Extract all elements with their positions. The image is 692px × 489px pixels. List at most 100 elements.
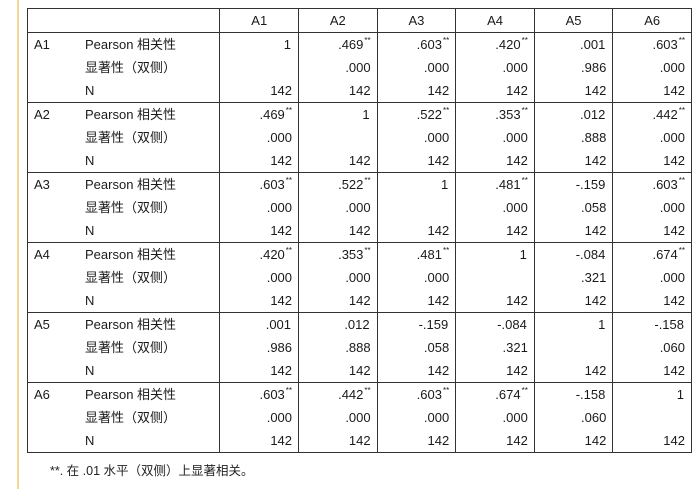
cell-value: 142 xyxy=(427,83,450,98)
significance-marker: ** xyxy=(678,176,685,185)
significance-marker: ** xyxy=(521,106,528,115)
cell-value: .000 xyxy=(502,60,528,75)
cell-value: 142 xyxy=(663,153,685,168)
statistic-label: Pearson 相关性 xyxy=(79,32,220,56)
cell-value: .603 xyxy=(652,177,678,192)
table-cell: 1 xyxy=(612,382,692,406)
cell-value: .481 xyxy=(416,247,442,262)
table-cell: .000 xyxy=(612,266,692,289)
cell-value: .000 xyxy=(345,270,371,285)
table-cell: .000 xyxy=(612,56,692,79)
cell-value: 142 xyxy=(348,433,371,448)
table-cell: .353** xyxy=(455,102,535,126)
table-cell: .353** xyxy=(298,242,378,266)
cell-value: 142 xyxy=(348,83,371,98)
significance-marker: ** xyxy=(678,246,685,255)
cell-value: 142 xyxy=(427,293,450,308)
significance-marker: ** xyxy=(442,246,450,255)
significance-row: 显著性（双侧） .000 .000 .000 .888 .000 xyxy=(28,126,692,149)
table-cell: .000 xyxy=(612,126,692,149)
significance-marker: ** xyxy=(521,176,528,185)
significance-row: 显著性（双侧） .986 .888 .058 .321 .060 xyxy=(28,336,692,359)
cell-value: .000 xyxy=(502,410,528,425)
table-cell: 142 xyxy=(455,429,535,453)
cell-value: .000 xyxy=(502,130,528,145)
table-cell: .888 xyxy=(533,126,613,149)
table-cell: 142 xyxy=(533,289,613,313)
significance-marker: ** xyxy=(364,246,371,255)
cell-value: -.159 xyxy=(575,177,606,192)
cell-value: .000 xyxy=(345,60,371,75)
statistic-label: 显著性（双侧） xyxy=(85,60,177,75)
cell-value: 142 xyxy=(270,153,293,168)
cell-value: 142 xyxy=(270,363,293,378)
cell-value: 142 xyxy=(584,153,607,168)
table-cell: .000 xyxy=(376,406,456,429)
table-cell: .000 xyxy=(455,406,535,429)
n-row: N 142 142 142 142 142 142 xyxy=(28,219,692,243)
table-cell: 142 xyxy=(219,359,299,383)
table-cell: .442** xyxy=(298,382,378,406)
row-variable-label xyxy=(28,56,80,79)
table-cell: .060 xyxy=(612,336,692,359)
row-variable-label xyxy=(28,196,80,219)
statistic-label: N xyxy=(85,83,95,98)
column-header-a2: A2 xyxy=(298,8,378,33)
cell-value: 142 xyxy=(348,153,371,168)
n-row: N 142 142 142 142 142 142 xyxy=(28,359,692,383)
cell-value: 1 xyxy=(598,317,606,332)
cell-value: 142 xyxy=(348,223,371,238)
row-variable-label xyxy=(28,79,80,103)
table-cell: .000 xyxy=(298,56,378,79)
table-cell: .000 xyxy=(219,406,299,429)
n-row: N 142 142 142 142 142 142 xyxy=(28,429,692,453)
cell-value: .603 xyxy=(416,37,442,52)
column-header-a4: A4 xyxy=(455,8,535,33)
table-cell: .000 xyxy=(376,56,456,79)
cell-value: -.159 xyxy=(418,317,449,332)
cell-value: .000 xyxy=(423,130,450,145)
cell-value: 142 xyxy=(270,433,293,448)
table-cell: 142 xyxy=(612,359,692,383)
significance-marker: ** xyxy=(442,36,450,45)
statistic-label: Pearson 相关性 xyxy=(79,382,220,406)
table-cell: .481** xyxy=(376,242,456,266)
table-cell: .522** xyxy=(376,102,456,126)
cell-value: 142 xyxy=(506,293,528,308)
table-cell xyxy=(612,406,692,429)
table-cell: 142 xyxy=(455,359,535,383)
cell-value: 142 xyxy=(348,293,371,308)
table-cell: 142 xyxy=(298,149,378,173)
cell-value: 142 xyxy=(348,363,371,378)
significance-footnote: **. 在 .01 水平（双侧）上显著相关。 xyxy=(50,464,254,478)
cell-value: .986 xyxy=(266,340,293,355)
column-header-a1: A1 xyxy=(219,8,299,33)
table-cell: .469** xyxy=(298,32,378,56)
significance-marker: ** xyxy=(442,386,450,395)
table-cell: .000 xyxy=(219,196,299,219)
cell-value: .469 xyxy=(259,107,285,122)
cell-value: .000 xyxy=(345,410,371,425)
cell-value: .000 xyxy=(423,410,450,425)
table-cell: -.084 xyxy=(533,242,613,266)
table-cell: .001 xyxy=(219,312,299,336)
table-cell: 142 xyxy=(533,359,613,383)
table-cell: .000 xyxy=(219,266,299,289)
significance-marker: ** xyxy=(285,106,293,115)
table-cell xyxy=(219,56,299,79)
table-cell: -.158 xyxy=(612,312,692,336)
pearson-row: A1 Pearson 相关性 1.469** .603** .420** .001.603… xyxy=(27,32,692,56)
table-cell: .000 xyxy=(455,56,535,79)
cell-value: .353 xyxy=(338,247,364,262)
table-cell: 142 xyxy=(533,219,613,243)
table-cell: 142 xyxy=(455,149,535,173)
row-variable-label: A3 xyxy=(27,172,80,196)
cell-value: .012 xyxy=(344,317,370,332)
table-cell: .674** xyxy=(455,382,535,406)
cell-value: .000 xyxy=(423,270,450,285)
column-header-a6: A6 xyxy=(612,8,692,33)
table-cell: 142 xyxy=(455,219,535,243)
cell-value: 1 xyxy=(440,177,449,192)
table-cell: .012 xyxy=(298,312,378,336)
table-cell: 142 xyxy=(455,289,535,313)
